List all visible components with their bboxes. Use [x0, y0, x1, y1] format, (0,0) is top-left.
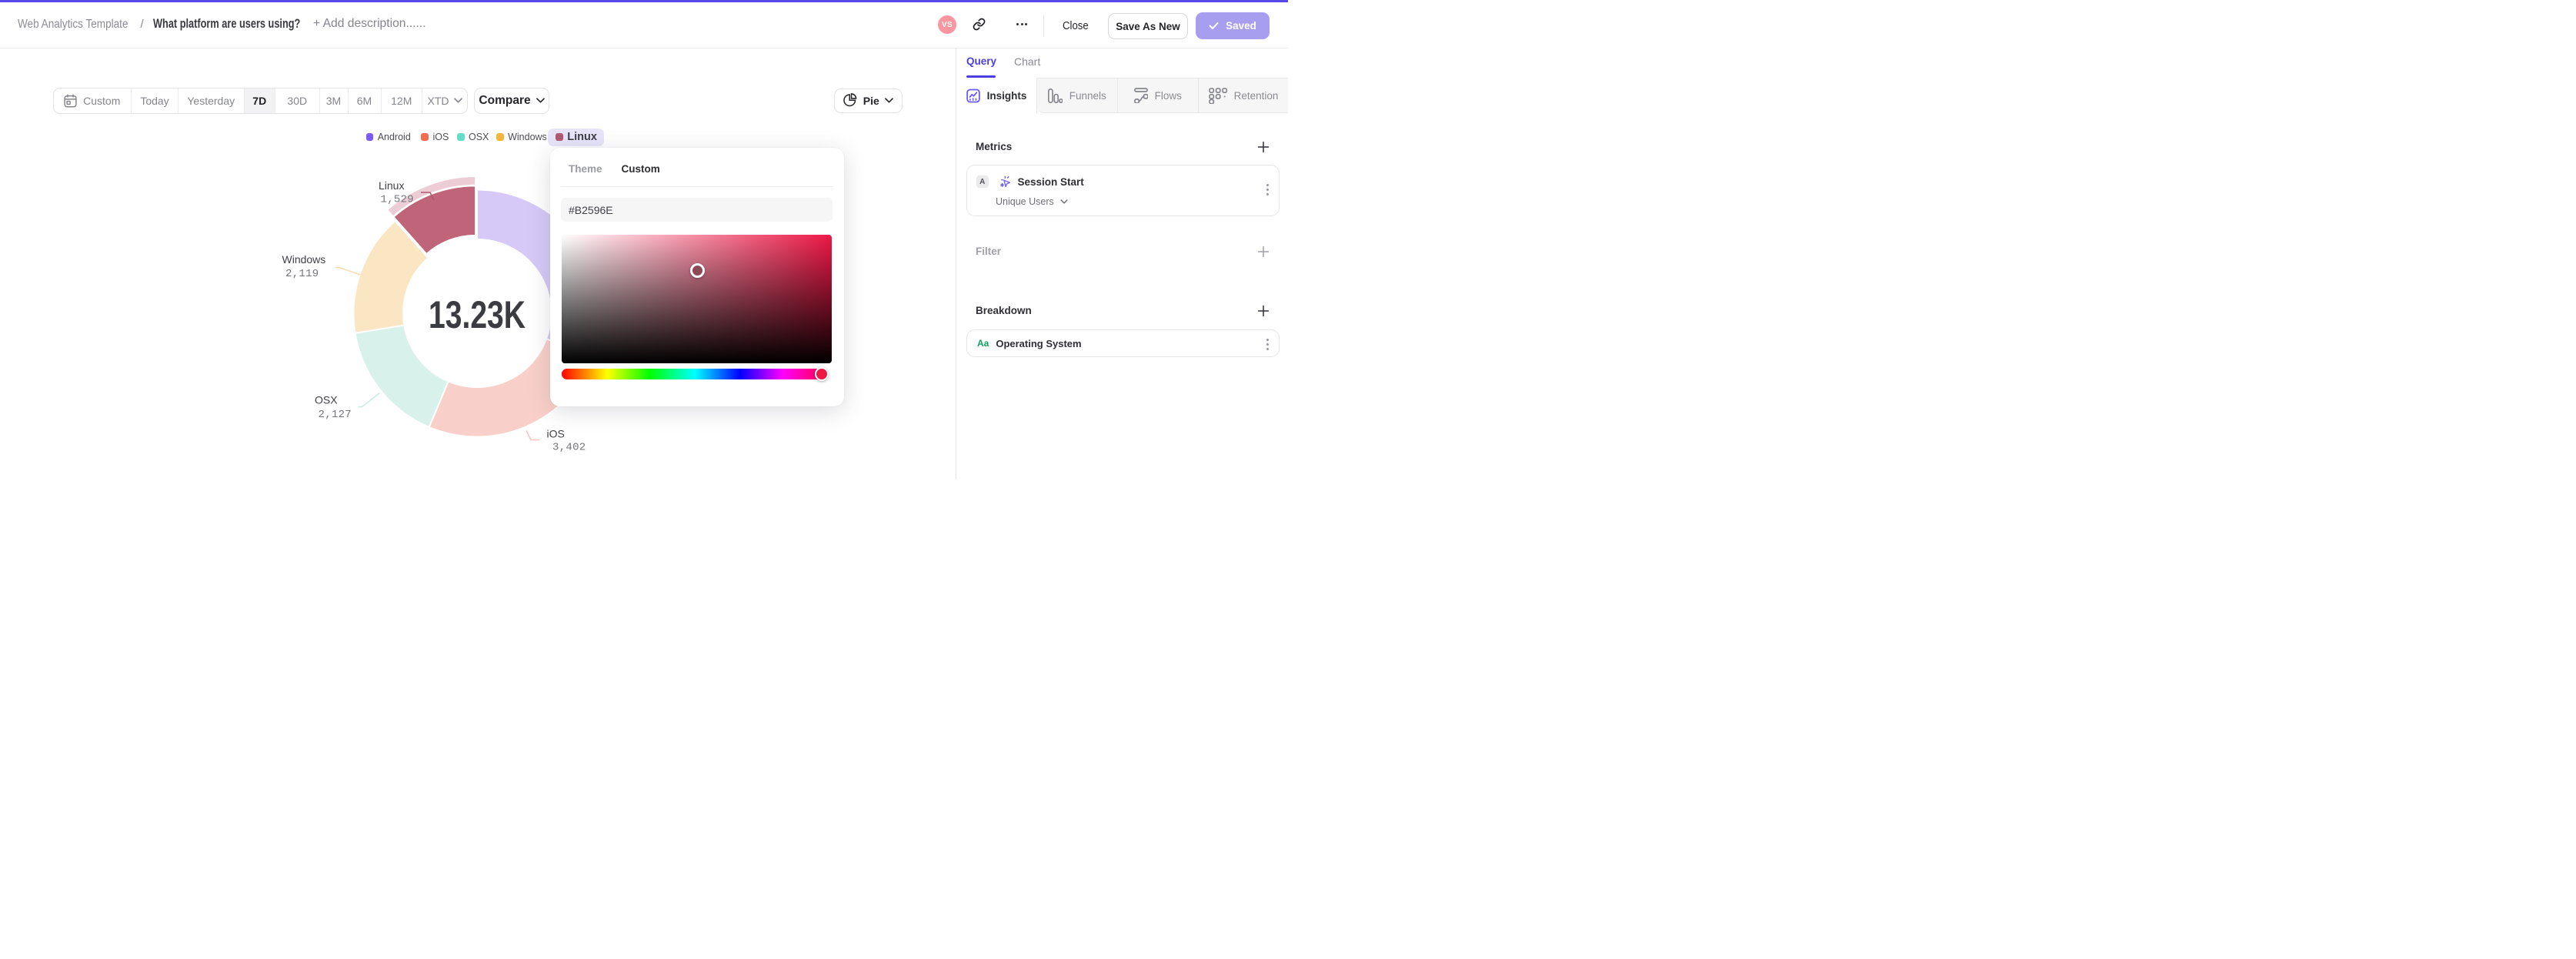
svg-text:iOS: iOS — [547, 428, 565, 440]
svg-text:OSX: OSX — [315, 394, 338, 406]
svg-text:13.23K: 13.23K — [429, 293, 526, 336]
svg-text:1,529: 1,529 — [381, 194, 415, 206]
svg-text:3,402: 3,402 — [552, 442, 586, 454]
svg-text:Linux: Linux — [379, 179, 404, 192]
svg-text:Windows: Windows — [282, 253, 326, 266]
svg-text:2,119: 2,119 — [285, 268, 319, 280]
svg-text:2,127: 2,127 — [319, 409, 352, 421]
